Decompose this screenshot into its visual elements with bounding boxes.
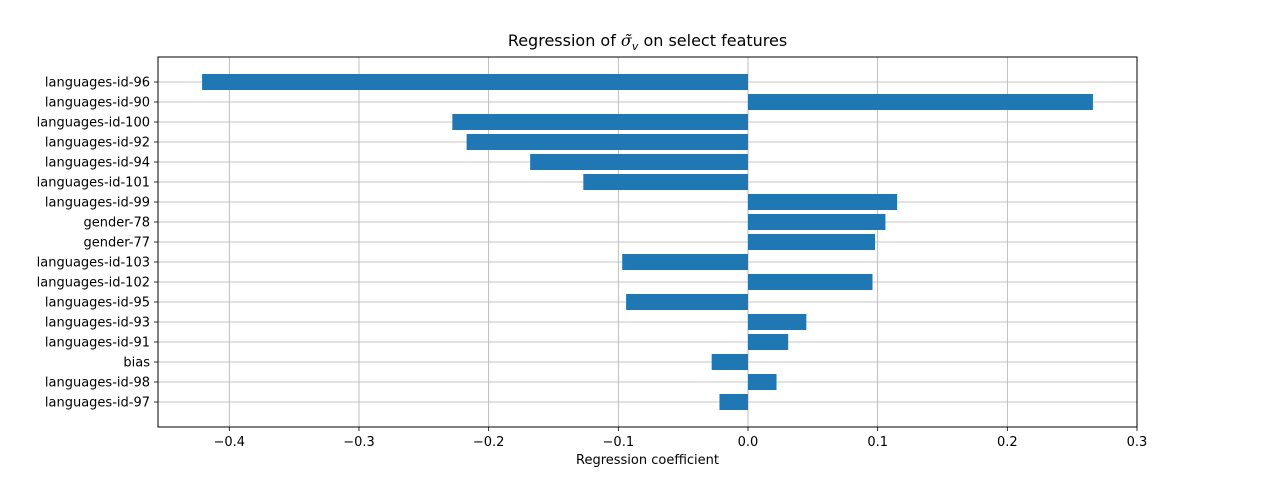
y-tick-label: languages-id-99 bbox=[45, 196, 150, 211]
bar-languages-id-91 bbox=[747, 334, 789, 350]
bar-gender-78 bbox=[747, 214, 886, 230]
bar-gender-77 bbox=[747, 234, 876, 250]
y-tick-label: languages-id-98 bbox=[45, 376, 150, 391]
bar-languages-id-99 bbox=[747, 194, 898, 210]
x-tick-label: 0.3 bbox=[1127, 435, 1148, 450]
y-tick-label: languages-id-103 bbox=[37, 256, 150, 271]
bar-languages-id-100 bbox=[452, 114, 748, 130]
y-tick-label: languages-id-97 bbox=[45, 396, 150, 411]
bar-languages-id-93 bbox=[747, 314, 807, 330]
y-tick-label: languages-id-96 bbox=[45, 76, 150, 91]
bar-languages-id-94 bbox=[530, 154, 748, 170]
x-tick-label: −0.2 bbox=[473, 435, 505, 450]
chart-title: Regression of σ̃v on select features bbox=[158, 31, 1137, 53]
chart-title-symbol: σ̃ bbox=[620, 31, 632, 50]
bar-languages-id-98 bbox=[747, 374, 777, 390]
chart-title-subscript: v bbox=[631, 40, 639, 54]
y-tick-label: gender-78 bbox=[84, 216, 151, 231]
bar-bias bbox=[711, 354, 748, 370]
bar-languages-id-102 bbox=[747, 274, 873, 290]
chart-title-prefix: Regression of bbox=[507, 31, 621, 50]
bar-languages-id-103 bbox=[622, 254, 748, 270]
bar-languages-id-90 bbox=[747, 94, 1093, 110]
x-tick-label: 0.1 bbox=[867, 435, 888, 450]
bar-languages-id-96 bbox=[202, 74, 748, 90]
x-tick-label: 0.0 bbox=[738, 435, 759, 450]
x-axis-label: Regression coefficient bbox=[576, 453, 719, 468]
y-tick-label: bias bbox=[123, 356, 150, 371]
chart-title-suffix: on select features bbox=[638, 31, 788, 50]
y-tick-label: languages-id-92 bbox=[45, 136, 150, 151]
y-tick-label: languages-id-101 bbox=[37, 176, 150, 191]
y-tick-label: languages-id-91 bbox=[45, 336, 150, 351]
y-tick-label: languages-id-95 bbox=[45, 296, 150, 311]
bar-languages-id-97 bbox=[719, 394, 748, 410]
bar-languages-id-95 bbox=[626, 294, 748, 310]
x-tick-label: −0.4 bbox=[214, 435, 246, 450]
y-tick-label: languages-id-93 bbox=[45, 316, 150, 331]
x-tick-label: −0.1 bbox=[603, 435, 635, 450]
bar-languages-id-101 bbox=[583, 174, 748, 190]
y-tick-label: languages-id-102 bbox=[37, 276, 150, 291]
y-tick-label: languages-id-90 bbox=[45, 96, 150, 111]
x-tick-label: −0.3 bbox=[343, 435, 375, 450]
y-tick-label: languages-id-100 bbox=[37, 116, 150, 131]
y-tick-label: gender-77 bbox=[84, 236, 151, 251]
y-tick-label: languages-id-94 bbox=[45, 156, 150, 171]
x-tick-label: 0.2 bbox=[997, 435, 1018, 450]
bar-languages-id-92 bbox=[466, 134, 748, 150]
